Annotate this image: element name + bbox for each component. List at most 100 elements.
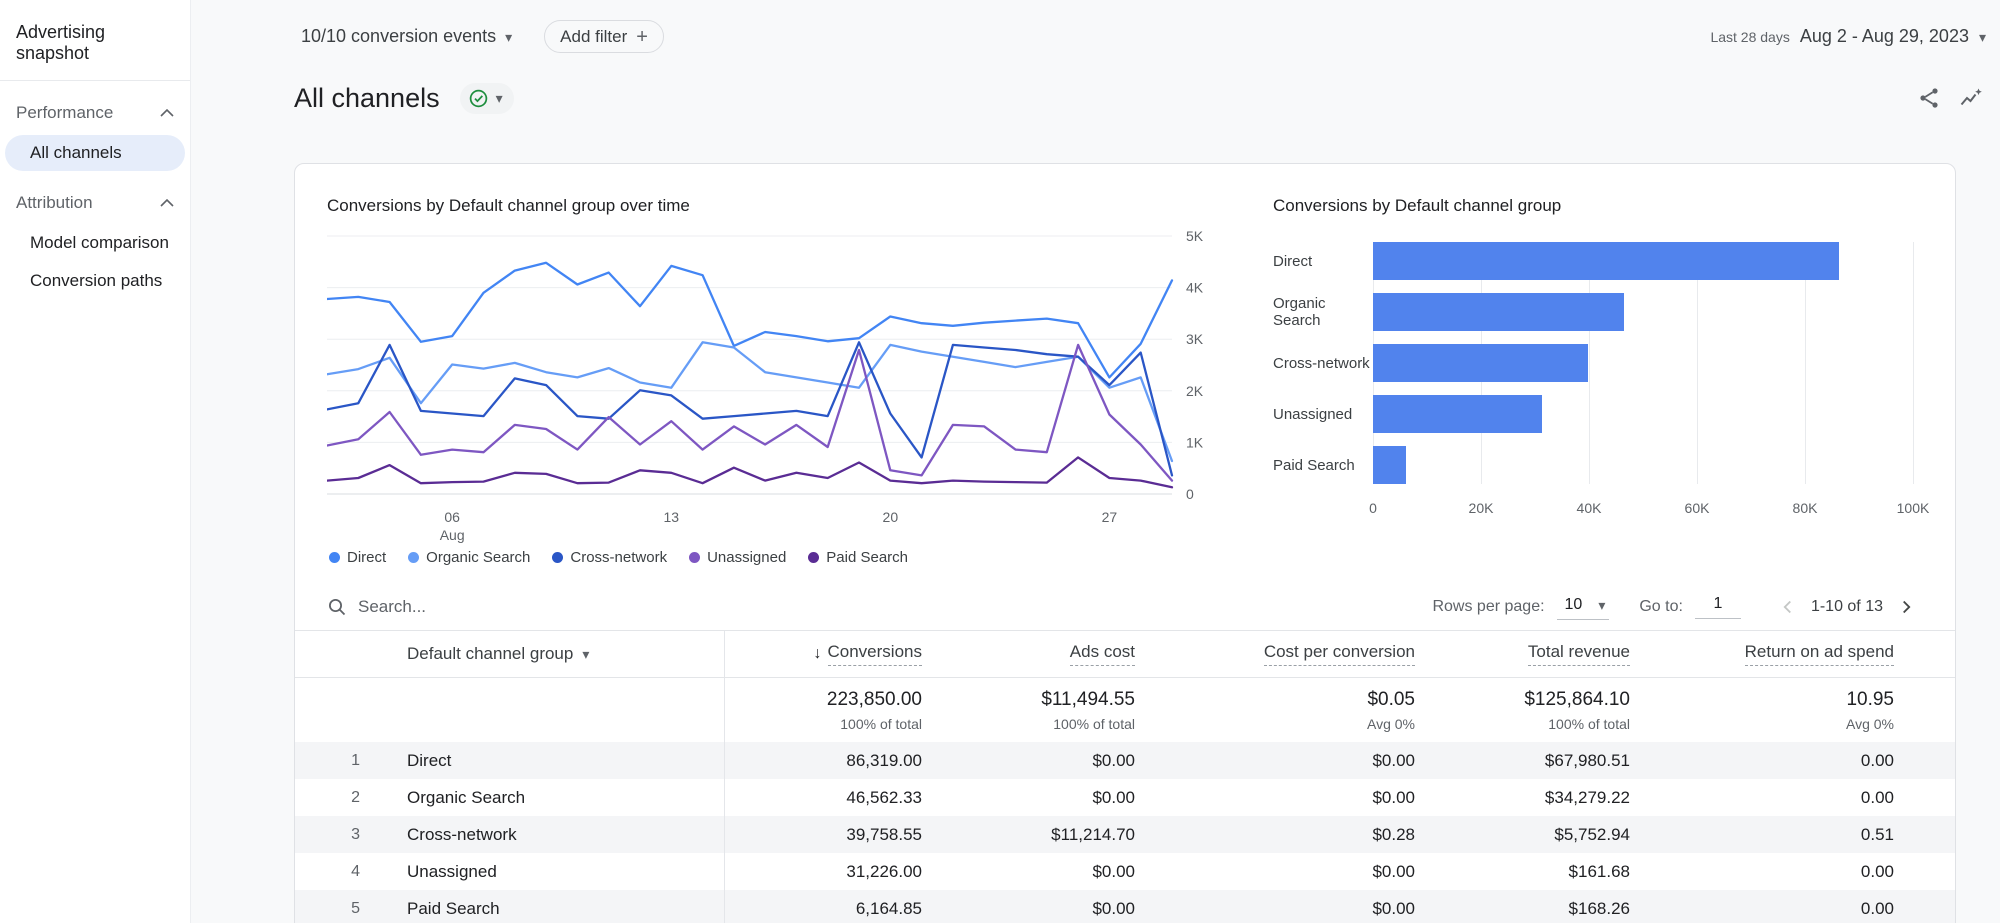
row-number: 4 (351, 862, 360, 880)
metric-cell: $0.00 (1092, 750, 1135, 770)
rows-per-page-value: 10 (1564, 596, 1583, 613)
svg-text:2K: 2K (1186, 383, 1204, 399)
column-header-conversions[interactable]: ↓ Conversions (725, 631, 922, 677)
bar-cross-network (1373, 344, 1588, 382)
sidebar-item-model-comparison[interactable]: Model comparison (5, 225, 185, 261)
legend-item-cross-network: Cross-network (552, 549, 667, 566)
goto-label: Go to: (1639, 598, 1683, 615)
previous-page-button[interactable] (1771, 590, 1805, 624)
bar-category-label: Organic Search (1273, 295, 1326, 329)
totals-subtext: 100% of total (1548, 715, 1630, 732)
chevron-up-icon (160, 199, 174, 207)
metric-cell: 0.51 (1860, 824, 1894, 844)
date-range-selector[interactable]: Last 28 days Aug 2 - Aug 29, 2023 ▾ (1710, 26, 1986, 47)
row-number: 1 (351, 751, 360, 769)
legend-label: Organic Search (426, 548, 531, 566)
caret-down-icon: ▾ (495, 90, 503, 106)
legend-dot (329, 551, 340, 563)
column-header-total-revenue[interactable]: Total revenue (1415, 631, 1630, 677)
table-toolbar: Rows per page: 10 ▾ Go to: 1-10 of 13 (327, 584, 1923, 630)
totals-cell: 10.95 Avg 0% (1630, 678, 1894, 742)
search-box (327, 597, 1432, 617)
bar-row-organic-search: Organic Search (1273, 293, 1913, 331)
metric-cell: 46,562.33 (846, 787, 922, 807)
totals-subtext: Avg 0% (1367, 715, 1415, 732)
column-header-cost-per-conversion[interactable]: Cost per conversion (1135, 631, 1415, 677)
bar-chart-title: Conversions by Default channel group (1273, 196, 1562, 215)
row-number: 2 (351, 788, 360, 806)
bar-row-cross-network: Cross-network (1273, 344, 1913, 382)
bar-track (1373, 395, 1913, 433)
rows-per-page-label: Rows per page: (1432, 598, 1545, 615)
totals-subtext: Avg 0% (1846, 715, 1894, 732)
pagination-range: 1-10 of 13 (1810, 598, 1883, 615)
bar-row-unassigned: Unassigned (1273, 395, 1913, 433)
dimension-header-dropdown[interactable]: Default channel group ▾ (385, 631, 725, 677)
row-number: 3 (351, 825, 360, 843)
column-header-label: Return on ad spend (1744, 642, 1894, 666)
bar-axis-tick: 60K (1684, 500, 1710, 516)
insights-button[interactable] (1950, 77, 1992, 119)
totals-subtext: 100% of total (1053, 715, 1135, 732)
channel-cell: Organic Search (385, 779, 725, 816)
chevron-left-icon (1783, 600, 1791, 614)
sidebar-item-conversion-paths[interactable]: Conversion paths (5, 263, 185, 299)
bar-track (1373, 446, 1913, 484)
legend-label: Cross-network (570, 548, 668, 566)
legend-item-organic-search: Organic Search (408, 549, 530, 566)
totals-value: $11,494.55 (1041, 688, 1135, 710)
search-input[interactable] (358, 597, 788, 617)
table-body: 1 Direct 86,319.00 $0.00 $0.00 $67,980.51 0.00… (295, 742, 1955, 923)
share-icon (1920, 88, 1938, 108)
sidebar-section-header-attribution[interactable]: Attribution (0, 183, 190, 223)
rows-per-page-select[interactable]: 10 ▾ (1556, 594, 1610, 620)
metric-cell: $161.68 (1568, 861, 1630, 881)
data-quality-chip[interactable]: ▾ (459, 82, 514, 114)
totals-cell: 223,850.00 100% of total (725, 678, 922, 742)
column-header-label: Conversions (827, 642, 922, 666)
bar-category-label: Unassigned (1273, 405, 1353, 423)
sidebar-section-performance: Performance All channels (0, 93, 190, 171)
metric-cell: $0.00 (1372, 750, 1415, 770)
metric-cell: 0.00 (1860, 750, 1894, 770)
line-series-organic-search (327, 341, 1174, 463)
bar-axis-tick: 100K (1896, 500, 1930, 516)
bar-chart-block: Conversions by Default channel group Dir… (1273, 196, 1929, 568)
column-header-label: Cost per conversion (1263, 642, 1415, 666)
line-series-cross-network (327, 341, 1174, 477)
date-range-preset-label: Last 28 days (1710, 28, 1790, 45)
sidebar-section-header-performance[interactable]: Performance (0, 93, 190, 133)
bar-axis-tick: 0 (1369, 500, 1377, 516)
share-button[interactable] (1908, 77, 1950, 119)
goto-page-input[interactable] (1694, 595, 1741, 619)
column-header-label: Ads cost (1069, 642, 1135, 666)
metric-cell: $0.00 (1372, 861, 1415, 881)
svg-text:3K: 3K (1186, 331, 1204, 347)
column-header-ads-cost[interactable]: Ads cost (922, 631, 1135, 677)
column-header-return-on-ad-spend[interactable]: Return on ad spend (1630, 631, 1894, 677)
legend-dot (408, 551, 420, 563)
sidebar-item-all-channels[interactable]: All channels (5, 135, 185, 171)
conversion-events-dropdown[interactable]: 10/10 conversion events ▾ (301, 26, 512, 47)
table-row-cross-network: 3 Cross-network 39,758.55 $11,214.70 $0.28 $5… (295, 816, 1955, 853)
add-filter-button[interactable]: Add filter + (544, 20, 664, 53)
next-page-button[interactable] (1889, 590, 1923, 624)
page-title: All channels (294, 82, 440, 113)
line-chart-legend: Direct Organic Search Cross-network Unassig… (327, 546, 1237, 568)
table-row-organic-search: 2 Organic Search 46,562.33 $0.00 $0.00 $34,27… (295, 779, 1955, 816)
totals-cell: $0.05 Avg 0% (1135, 678, 1415, 742)
metric-cell: 39,758.55 (846, 824, 922, 844)
check-circle-icon (469, 89, 487, 107)
bar-axis-tick: 80K (1792, 500, 1818, 516)
bar-track (1373, 242, 1913, 280)
bar-axis-tick: 40K (1576, 500, 1602, 516)
channel-cell: Cross-network (385, 816, 725, 853)
insights-icon (1960, 88, 1982, 106)
sidebar-section-label: Attribution (16, 193, 93, 212)
metric-cell: $11,214.70 (1051, 824, 1135, 844)
date-range-value: Aug 2 - Aug 29, 2023 (1799, 26, 1969, 46)
totals-value: 223,850.00 (826, 688, 922, 710)
caret-down-icon: ▾ (505, 28, 513, 45)
svg-text:4K: 4K (1186, 280, 1204, 296)
